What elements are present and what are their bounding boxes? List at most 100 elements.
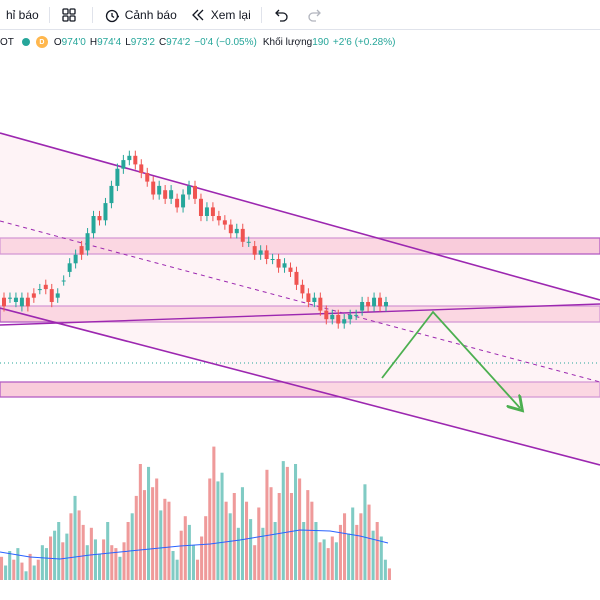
volume-bar: [187, 524, 191, 580]
grid-icon: [62, 7, 76, 22]
candle-body: [258, 250, 263, 255]
volume-label: Khối lượng: [262, 36, 313, 48]
volume-bar: [322, 539, 326, 580]
candle-body: [49, 289, 54, 302]
volume-bar: [12, 559, 16, 580]
volume-bar: [134, 495, 138, 580]
horizontal-zone: [0, 237, 600, 255]
volume-bar: [379, 536, 383, 580]
volume-bar: [57, 522, 61, 580]
replay-button[interactable]: Xem lại: [183, 0, 257, 29]
candle-body: [85, 233, 90, 251]
volume-bar: [24, 571, 28, 580]
channel-lower-line: [0, 307, 600, 466]
candle-body: [37, 289, 42, 291]
volume-bar: [216, 481, 220, 580]
candle-body: [222, 220, 227, 225]
candle-body: [61, 280, 66, 282]
trend-line: [0, 303, 600, 326]
volume-bar: [171, 551, 175, 580]
volume-bar: [289, 493, 293, 580]
volume-bar: [285, 466, 289, 580]
symbol-name[interactable]: OT: [0, 36, 14, 48]
volume-bar: [36, 559, 40, 580]
candle-body: [378, 297, 383, 307]
volume-bar: [114, 548, 118, 580]
alert-button[interactable]: Cảnh báo: [97, 0, 183, 29]
volume-bar: [261, 527, 265, 580]
indicators-label: hỉ báo: [6, 7, 39, 22]
candle-body: [264, 250, 269, 259]
volume-bar: [151, 487, 155, 580]
volume-bar: [277, 493, 281, 580]
high-value: 974'4: [97, 36, 122, 48]
candle-body: [246, 241, 251, 243]
candle-body: [157, 185, 162, 195]
volume-bar: [253, 545, 257, 580]
volume-bar: [32, 565, 36, 580]
candle-body: [133, 155, 138, 165]
interval-badge: D: [35, 36, 48, 48]
volume-bar: [232, 493, 236, 580]
candle-body: [193, 185, 197, 199]
volume-bar: [16, 548, 20, 580]
volume-bar: [200, 536, 204, 580]
candle-body: [276, 259, 281, 268]
volume-bar: [281, 461, 285, 580]
volume-bar: [73, 495, 77, 580]
candle-body: [7, 297, 12, 299]
high-label: H: [89, 36, 98, 48]
volume-bar: [106, 522, 110, 580]
close-value: 974'2: [166, 36, 191, 48]
candle-body: [204, 207, 209, 216]
candle-body: [145, 173, 150, 182]
volume-bar: [110, 545, 114, 580]
volume-bar: [228, 513, 232, 580]
candle-body: [55, 293, 60, 298]
volume-bar: [208, 478, 212, 580]
toolbar-divider: [91, 6, 93, 23]
candle-body: [151, 181, 156, 195]
volume-bar: [204, 516, 208, 580]
toolbar-divider: [48, 6, 50, 23]
candle-body: [288, 267, 293, 272]
volume-bar: [273, 522, 277, 580]
volume-bar: [122, 542, 126, 580]
volume-bar: [338, 524, 342, 580]
candle-body: [181, 194, 186, 208]
volume-bar: [220, 472, 224, 580]
candle-body: [252, 246, 257, 255]
candle-body: [372, 297, 377, 307]
volume-bar: [44, 548, 48, 580]
volume-bar: [98, 553, 102, 580]
volume-bar: [330, 536, 334, 580]
volume-bar: [196, 559, 200, 580]
layout-button[interactable]: [54, 0, 88, 29]
volume-bar: [212, 446, 216, 580]
candle-body: [234, 228, 239, 234]
indicators-button[interactable]: hỉ báo: [0, 0, 45, 29]
volume-bar: [347, 533, 351, 580]
candle-body: [210, 207, 215, 216]
undo-button[interactable]: [266, 0, 300, 29]
volume-bar: [375, 522, 379, 580]
candle-body: [294, 271, 299, 285]
candle-body: [360, 302, 365, 311]
candle-body: [330, 314, 335, 320]
redo-button[interactable]: [300, 0, 334, 29]
candle-body: [73, 254, 78, 264]
candle-body: [97, 216, 102, 221]
volume-bar: [155, 478, 159, 580]
volume-bar: [306, 490, 310, 580]
volume-bar: [371, 530, 375, 580]
volume-bar: [387, 568, 391, 580]
volume-bar: [126, 522, 130, 580]
market-status-icon: [21, 38, 30, 46]
volume-bar: [236, 527, 240, 580]
horizontal-zone: [0, 305, 600, 323]
candle-body: [228, 224, 233, 234]
candle-body: [354, 314, 359, 316]
volume-bar: [159, 510, 163, 580]
candle-body: [169, 190, 174, 199]
